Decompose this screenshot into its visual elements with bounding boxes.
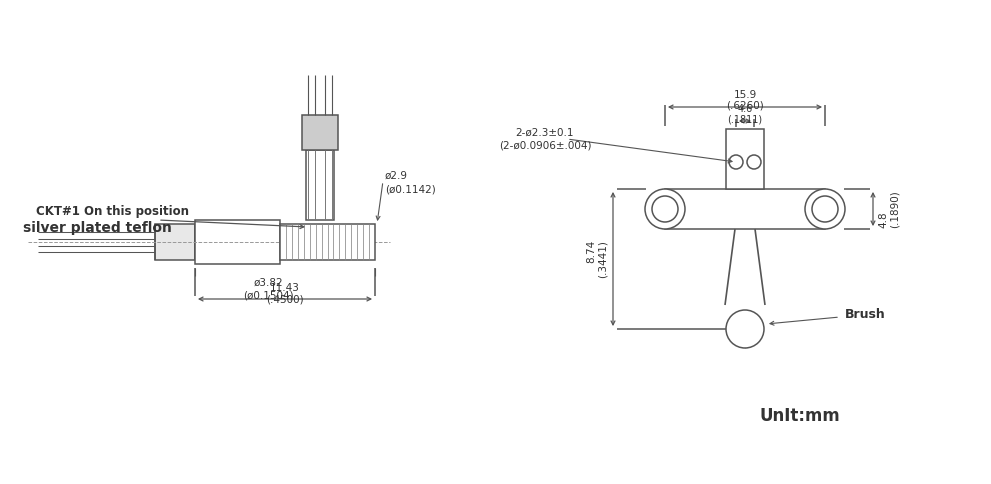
Text: (.4500): (.4500): [267, 295, 304, 305]
Text: Brush: Brush: [845, 307, 886, 320]
Text: 4.6: 4.6: [737, 104, 752, 114]
Text: silver plated teflon: silver plated teflon: [23, 221, 171, 235]
Text: ø3.82: ø3.82: [253, 278, 282, 288]
Text: 15.9: 15.9: [733, 90, 756, 100]
Circle shape: [812, 196, 838, 222]
Text: (ø0.1142): (ø0.1142): [385, 184, 436, 194]
Circle shape: [726, 310, 764, 348]
Text: (2-ø0.0906±.004): (2-ø0.0906±.004): [498, 140, 592, 150]
Bar: [306, 150, 334, 220]
Circle shape: [652, 196, 678, 222]
Bar: [726, 129, 764, 189]
Circle shape: [729, 155, 743, 169]
Text: 8.74
(.3441): 8.74 (.3441): [587, 240, 608, 278]
Bar: [302, 115, 338, 150]
Circle shape: [805, 189, 845, 229]
Text: ø2.9: ø2.9: [385, 171, 408, 181]
Text: (ø0.1504): (ø0.1504): [243, 291, 293, 301]
Bar: [665, 189, 825, 229]
Circle shape: [645, 189, 685, 229]
Text: UnIt:mm: UnIt:mm: [760, 407, 840, 425]
Text: 4.8
(.1890): 4.8 (.1890): [878, 190, 900, 228]
Circle shape: [747, 155, 761, 169]
Text: 2-ø2.3±0.1: 2-ø2.3±0.1: [515, 128, 574, 138]
Bar: [195, 220, 280, 264]
Text: (.6260): (.6260): [726, 101, 764, 111]
Text: (.1811): (.1811): [727, 115, 762, 125]
Text: 11.43: 11.43: [271, 283, 300, 293]
Text: CKT#1 On this position: CKT#1 On this position: [36, 206, 188, 218]
Bar: [280, 224, 375, 260]
Bar: [155, 224, 195, 260]
